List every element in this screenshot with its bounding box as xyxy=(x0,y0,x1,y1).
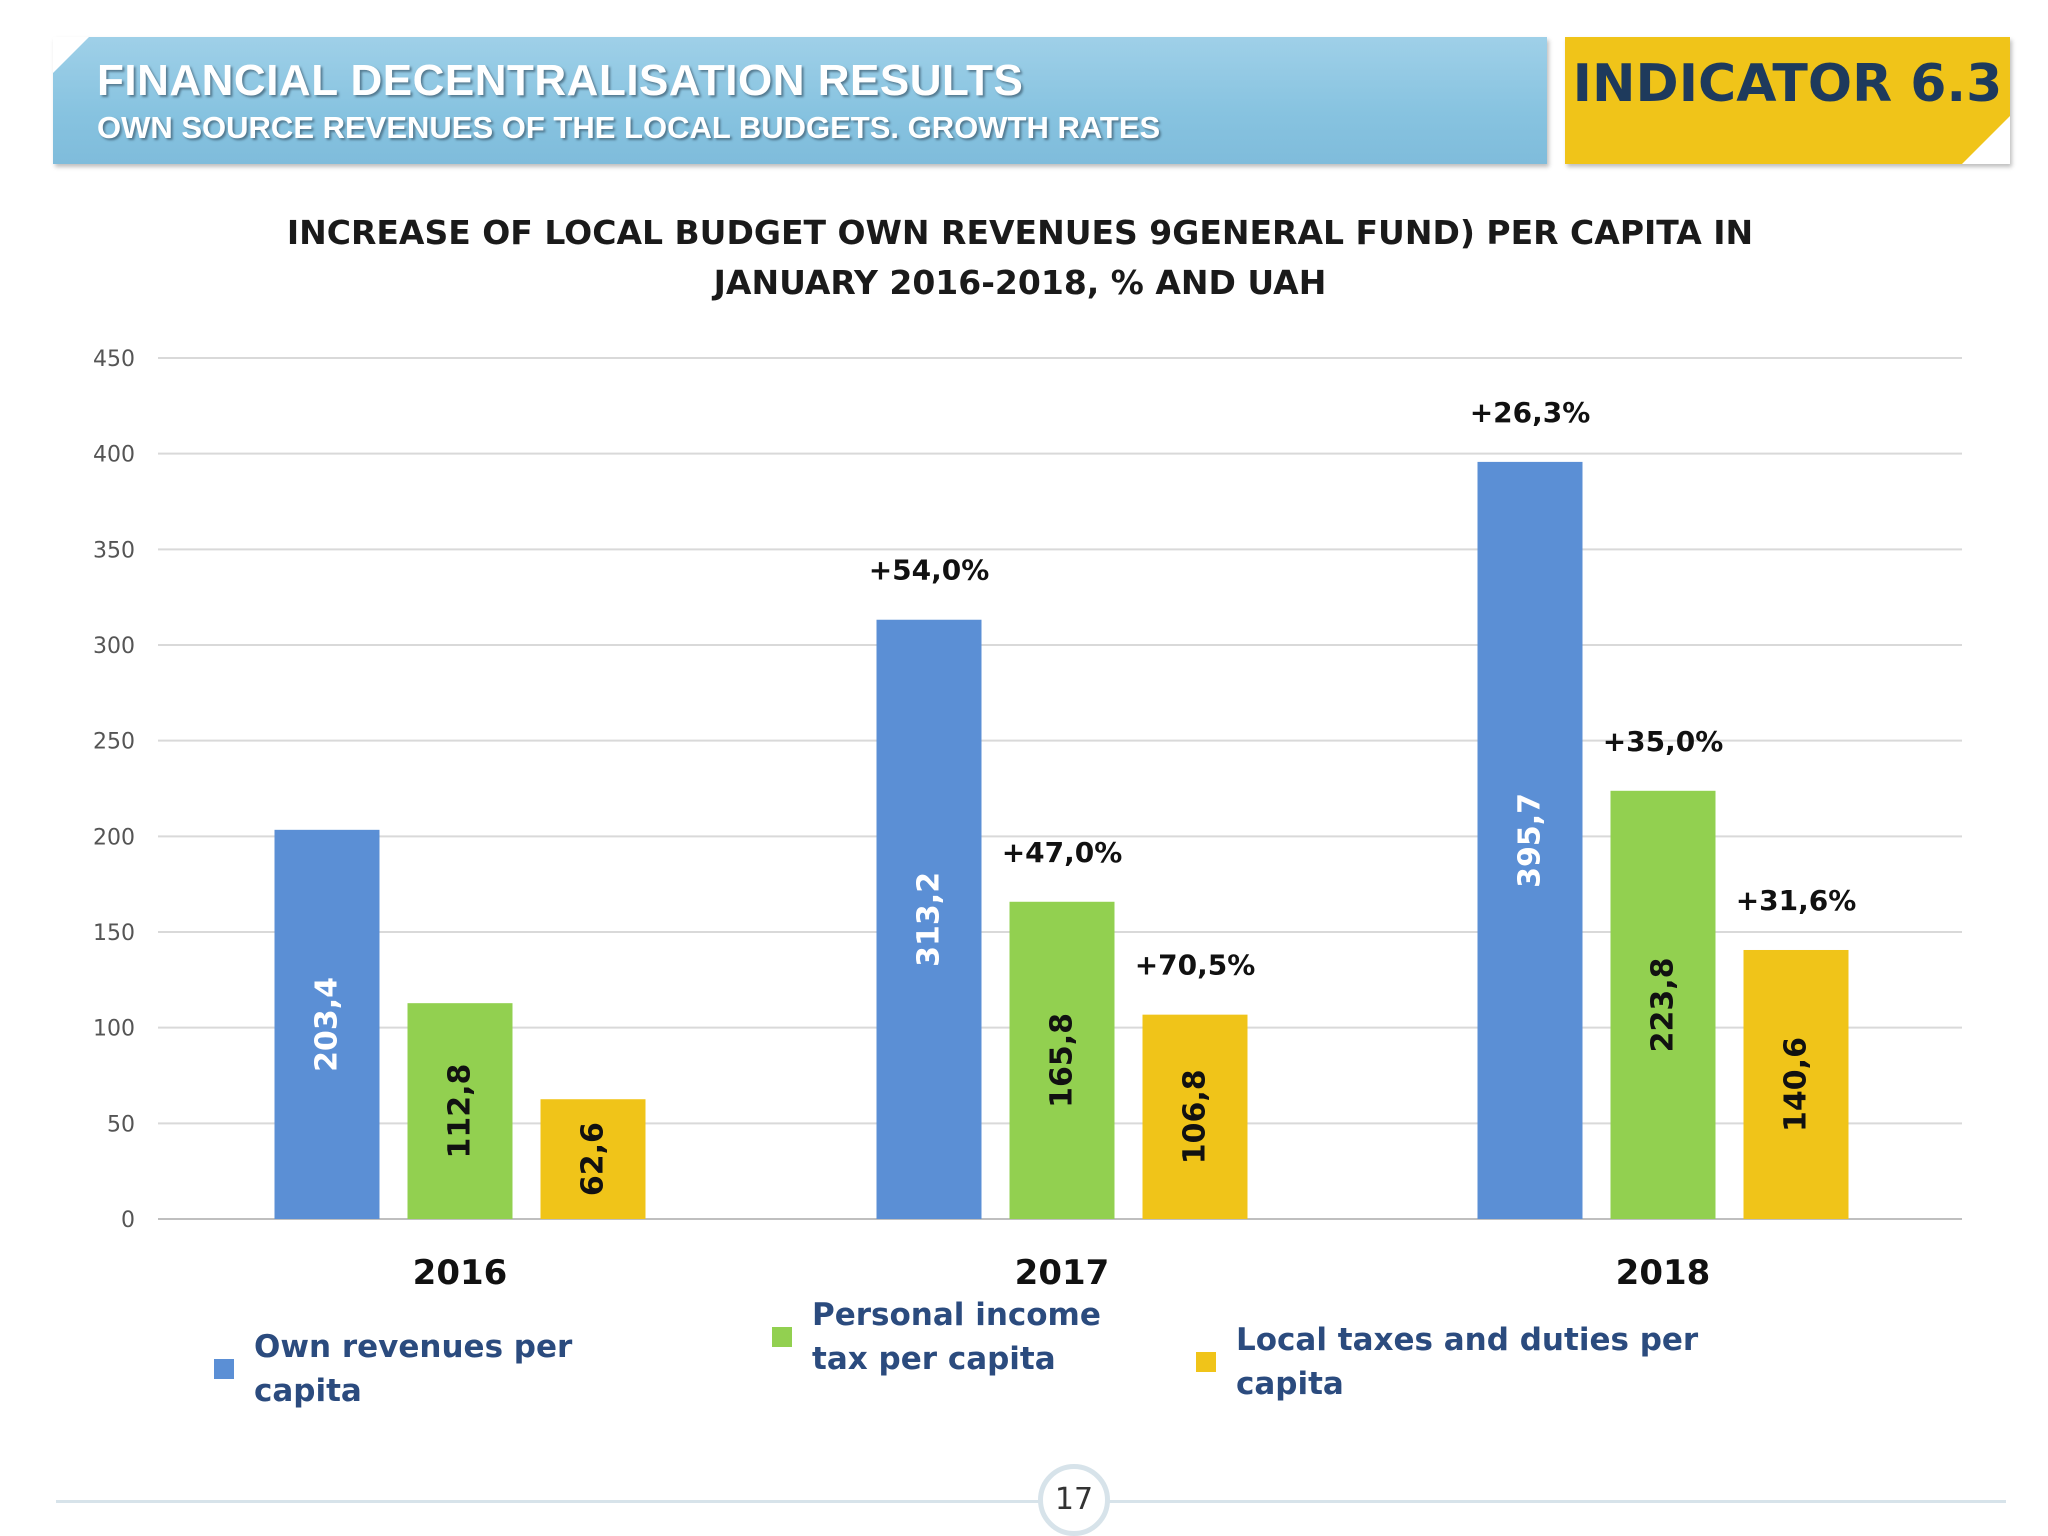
data-label: 106,8 xyxy=(1178,1069,1213,1164)
legend-label-local-taxes: Local taxes and duties per capita xyxy=(1236,1322,1699,1402)
growth-label: +31,6% xyxy=(1736,884,1857,917)
bar xyxy=(540,1099,646,1219)
data-label: 223,8 xyxy=(1646,957,1681,1052)
page-title: FINANCIAL DECENTRALISATION RESULTS xyxy=(97,56,1024,105)
legend-label-own-revenues: Own revenues per capita xyxy=(254,1329,573,1409)
bar xyxy=(1477,461,1583,1219)
data-label: 313,2 xyxy=(912,872,947,967)
y-tick-label: 350 xyxy=(93,538,135,563)
data-label: 112,8 xyxy=(443,1064,478,1159)
x-tick-label: 2016 xyxy=(413,1253,508,1293)
growth-label: +47,0% xyxy=(1002,836,1123,869)
legend-item-own-revenues: Own revenues per capita xyxy=(214,1325,684,1413)
y-tick-label: 200 xyxy=(93,825,135,850)
growth-label: +35,0% xyxy=(1603,725,1724,758)
bar xyxy=(407,1003,513,1219)
y-tick-label: 450 xyxy=(93,347,135,372)
legend-item-personal-income-tax: Personal income tax per capita xyxy=(772,1293,1152,1381)
data-label: 395,7 xyxy=(1513,793,1548,888)
y-tick-label: 50 xyxy=(107,1112,135,1137)
data-label: 140,6 xyxy=(1779,1037,1814,1132)
legend-swatch-own-revenues xyxy=(214,1359,234,1379)
bar xyxy=(876,619,982,1219)
bar xyxy=(274,829,380,1219)
data-label: 165,8 xyxy=(1045,1013,1080,1108)
legend-item-local-taxes: Local taxes and duties per capita xyxy=(1196,1318,1796,1406)
bar xyxy=(1743,949,1849,1219)
page-subtitle: OWN SOURCE REVENUES OF THE LOCAL BUDGETS… xyxy=(97,110,1161,145)
bar-chart: 0 50 100 150 200 250 300 350 400 450 2016 2017 2018 2… xyxy=(93,347,1962,1293)
bar xyxy=(1009,901,1115,1219)
y-tick-label: 0 xyxy=(121,1208,135,1233)
bar xyxy=(1142,1014,1248,1219)
footer-divider xyxy=(56,1500,2006,1503)
growth-label: +54,0% xyxy=(869,554,990,587)
x-tick-label: 2018 xyxy=(1616,1253,1711,1293)
header-corner-decoration xyxy=(53,37,89,73)
legend-swatch-personal-income-tax xyxy=(772,1327,792,1347)
bar xyxy=(1610,790,1716,1219)
header-banner xyxy=(53,37,1547,164)
growth-label: +70,5% xyxy=(1135,949,1256,982)
legend-swatch-local-taxes xyxy=(1196,1352,1216,1372)
x-tick-label: 2017 xyxy=(1015,1253,1110,1293)
y-tick-label: 250 xyxy=(93,730,135,755)
indicator-fold-decoration xyxy=(1962,116,2010,164)
page-number: 17 xyxy=(1038,1464,1110,1536)
data-label: 203,4 xyxy=(310,977,345,1072)
growth-label: +26,3% xyxy=(1470,396,1591,429)
indicator-box xyxy=(1565,37,2010,164)
legend-label-personal-income-tax: Personal income tax per capita xyxy=(812,1297,1101,1377)
y-tick-label: 150 xyxy=(93,921,135,946)
chart-title: INCREASE OF LOCAL BUDGET OWN REVENUES 9G… xyxy=(286,213,1754,302)
y-tick-label: 400 xyxy=(93,443,135,468)
y-tick-label: 300 xyxy=(93,634,135,659)
y-tick-label: 100 xyxy=(93,1017,135,1042)
indicator-label: INDICATOR 6.3 xyxy=(1572,54,2003,114)
data-label: 62,6 xyxy=(576,1122,611,1196)
